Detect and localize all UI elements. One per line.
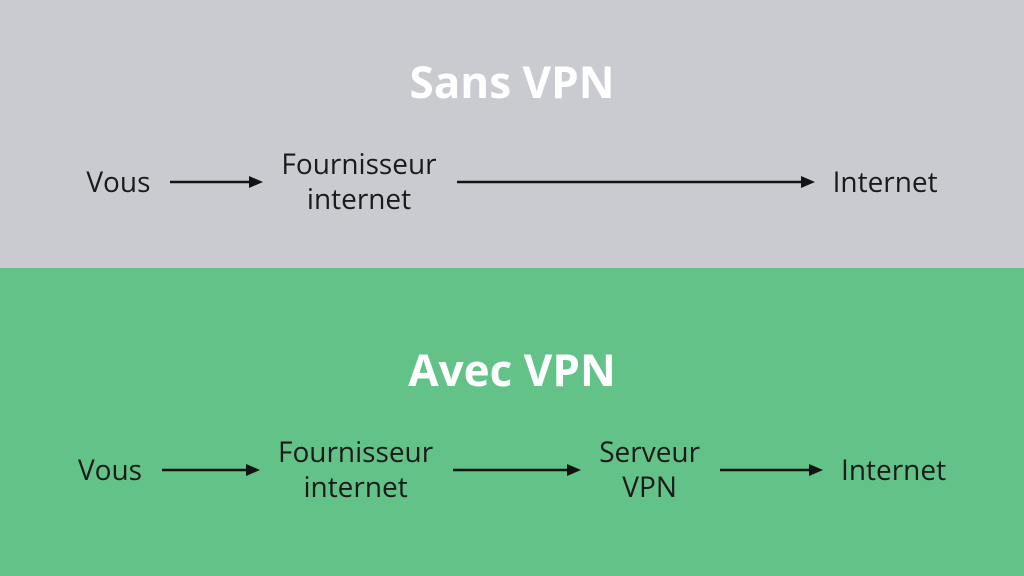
node-vous: Vous (78, 453, 142, 488)
title-avec-vpn: Avec VPN (408, 339, 615, 399)
node-internet: Internet (833, 165, 938, 200)
flow-avec-vpn: Vous Fournisseurinternet ServeurVPN Inte… (0, 435, 1024, 505)
panel-avec-vpn: Avec VPN Vous Fournisseurinternet Serveu… (0, 268, 1024, 576)
node-fournisseur: Fournisseurinternet (281, 147, 436, 217)
node-serveur-vpn: ServeurVPN (599, 435, 700, 505)
arrow-icon (718, 460, 823, 480)
node-vous: Vous (86, 165, 150, 200)
panel-sans-vpn: Sans VPN Vous Fournisseurinternet Intern… (0, 0, 1024, 268)
arrow-icon (168, 172, 263, 192)
flow-sans-vpn: Vous Fournisseurinternet Internet (0, 147, 1024, 217)
arrow-icon (160, 460, 260, 480)
arrow-icon (455, 172, 815, 192)
node-internet: Internet (841, 453, 946, 488)
node-fournisseur: Fournisseurinternet (278, 435, 433, 505)
title-sans-vpn: Sans VPN (409, 51, 614, 111)
arrow-icon (451, 460, 581, 480)
